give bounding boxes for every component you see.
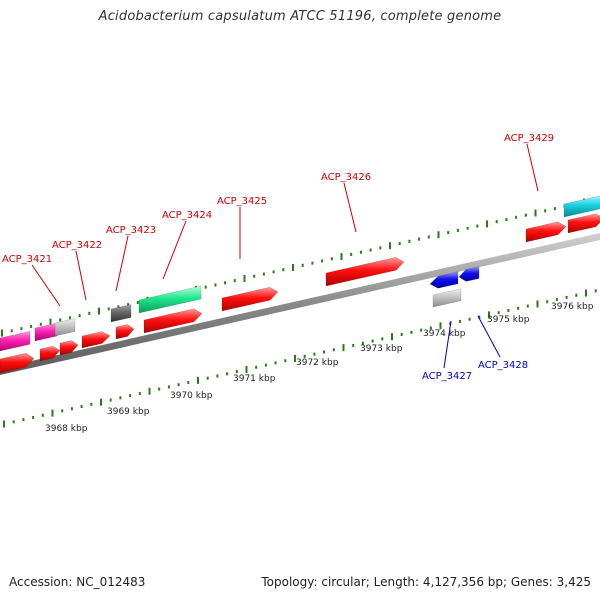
gene-red-10 [567,213,600,234]
gene-red-7 [221,286,279,312]
gene-red-8 [325,256,405,287]
gene-pink-1 [0,330,31,352]
gene-red-6 [143,308,203,334]
topology-text: Topology: circular; Length: 4,127,356 bp… [261,575,591,589]
kbp-label: 3973 kbp [360,344,403,354]
leader-acp_3429 [526,143,539,192]
leader-acp_3426 [343,182,357,233]
gene-label-acp_3422: ACP_3422 [52,240,102,251]
gene-red-3 [59,340,79,356]
reverse-tick-track [3,289,597,428]
gene-label-acp_3426: ACP_3426 [321,172,371,183]
leader-acp_3423 [115,235,129,292]
gene-label-leaders [31,143,539,369]
kbp-label: 3972 kbp [296,358,339,368]
leader-acp_3424 [162,220,187,280]
gene-dark-1 [110,304,132,323]
gene-blue-1 [429,271,459,289]
gene-red-5 [115,324,135,340]
gene-label-acp_3427: ACP_3427 [422,371,472,382]
gene-label-acp_3421: ACP_3421 [2,254,52,265]
leader-acp_3428 [477,315,501,358]
accession-text: Accession: NC_012483 [9,575,146,589]
gene-blue-2 [458,266,480,282]
gene-red-9 [525,221,567,243]
gene-red-4 [81,331,111,349]
gene-label-acp_3425: ACP_3425 [217,196,267,207]
map-title: Acidobacterium capsulatum ATCC 51196, co… [98,9,502,24]
kbp-label: 3969 kbp [107,407,150,417]
gene-arrows [0,195,600,374]
gene-green-1 [138,285,202,314]
genome-backbone [0,233,600,375]
kbp-label: 3971 kbp [233,374,276,384]
kbp-label: 3974 kbp [423,329,466,339]
gene-label-acp_3428: ACP_3428 [478,360,528,371]
leader-acp_3427 [443,320,452,369]
leader-acp_3422 [75,250,87,301]
kbp-label: 3976 kbp [551,302,594,312]
kbp-label: 3970 kbp [170,391,213,401]
gene-red-2 [39,345,61,362]
gene-gray-2 [432,288,462,308]
kbp-label: 3968 kbp [45,424,88,434]
gene-red-1 [0,352,35,374]
gene-pink-2 [34,322,58,342]
scale-labels: 3968 kbp 3969 kbp 3970 kbp 3971 kbp 3972 kbp… [45,302,594,434]
kbp-label: 3975 kbp [487,315,530,325]
gene-cyan-1 [563,195,600,218]
gene-gray-1 [54,318,76,337]
leader-acp_3421 [31,264,61,307]
gene-label-acp_3424: ACP_3424 [162,210,212,221]
gene-label-acp_3429: ACP_3429 [504,133,554,144]
gene-label-acp_3423: ACP_3423 [106,225,156,236]
